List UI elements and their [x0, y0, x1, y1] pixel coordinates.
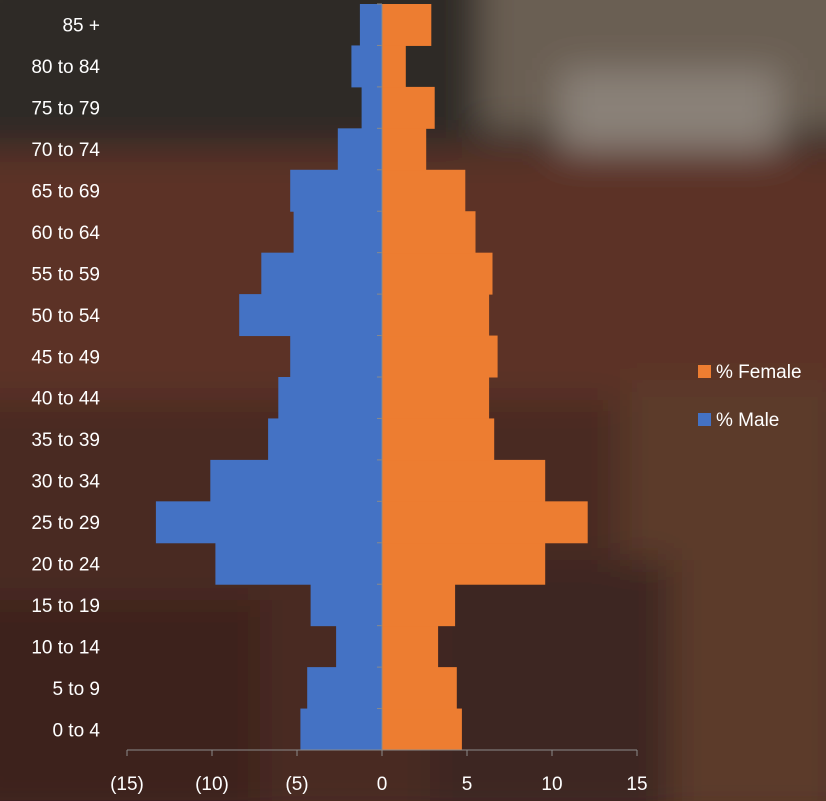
legend: % Female % Male	[698, 362, 802, 431]
category-label: 80 to 84	[31, 57, 100, 78]
x-tick-label: 5	[462, 774, 473, 795]
category-label: 20 to 24	[31, 555, 100, 576]
bar-male-20-to-24	[215, 542, 382, 585]
category-label: 45 to 49	[31, 347, 100, 368]
bar-female-30-to-34	[382, 459, 546, 502]
x-tick-label: 15	[626, 774, 647, 795]
bar-male-55-to-59	[261, 252, 382, 295]
category-label: 65 to 69	[31, 182, 100, 203]
bar-female-40-to-44	[382, 377, 490, 419]
bar-female-45-to-49	[382, 335, 498, 378]
bar-female-20-to-24	[382, 542, 546, 585]
bar-male-10-to-14	[336, 625, 382, 668]
bar-male-50-to-54	[239, 294, 382, 337]
male-bars	[155, 4, 382, 751]
category-label: 70 to 74	[31, 140, 100, 161]
x-tick-label: 10	[541, 774, 562, 795]
bar-female-55-to-59	[382, 252, 493, 295]
bar-male-75-to-79	[361, 86, 382, 129]
category-label: 30 to 34	[31, 472, 100, 493]
category-label: 5 to 9	[52, 679, 100, 700]
bar-female-15-to-19	[382, 584, 456, 627]
category-label: 75 to 79	[31, 99, 100, 120]
bar-female-0-to-4	[382, 708, 462, 751]
bar-female-70-to-74	[382, 128, 427, 171]
category-label: 0 to 4	[52, 720, 100, 741]
category-label: 25 to 29	[31, 513, 100, 534]
x-tick-labels: (15) (10) (5) 0 5 10 15	[110, 774, 647, 795]
bar-female-60-to-64	[382, 211, 476, 254]
legend-label-female: % Female	[716, 362, 802, 383]
category-label: 55 to 59	[31, 264, 100, 285]
bar-male-0-to-4	[300, 708, 382, 751]
bar-male-35-to-39	[268, 418, 382, 461]
female-bars	[382, 4, 588, 751]
bar-male-60-to-64	[293, 211, 382, 254]
bar-female-75-to-79	[382, 86, 435, 129]
x-tick-label: (15)	[110, 774, 144, 795]
legend-label-male: % Male	[716, 410, 779, 431]
legend-swatch-male	[698, 413, 711, 426]
bar-male-30-to-34	[210, 459, 382, 502]
bar-female-35-to-39	[382, 418, 495, 461]
axes	[126, 3, 638, 756]
category-label: 50 to 54	[31, 306, 100, 327]
bar-male-70-to-74	[337, 128, 382, 171]
bar-female-25-to-29	[382, 501, 588, 544]
bar-male-5-to-9	[307, 667, 382, 710]
category-label: 35 to 39	[31, 430, 100, 451]
bar-male-80-to-84	[351, 45, 382, 88]
bar-female-85-	[382, 4, 432, 46]
x-tick-label: (5)	[285, 774, 308, 795]
category-label: 10 to 14	[31, 637, 100, 658]
category-label: 40 to 44	[31, 389, 100, 410]
bar-female-10-to-14	[382, 625, 439, 668]
bar-male-15-to-19	[310, 584, 382, 627]
bar-female-80-to-84	[382, 45, 406, 88]
bar-female-65-to-69	[382, 169, 466, 212]
x-tick-label: (10)	[195, 774, 229, 795]
bar-female-50-to-54	[382, 294, 490, 337]
bar-female-5-to-9	[382, 667, 457, 710]
bar-male-85-	[359, 4, 382, 46]
x-tick-label: 0	[377, 774, 388, 795]
bar-male-65-to-69	[290, 169, 382, 212]
category-label: 60 to 64	[31, 223, 100, 244]
bar-male-25-to-29	[155, 501, 382, 544]
category-label: 85 +	[62, 16, 100, 37]
category-label: 15 to 19	[31, 596, 100, 617]
bar-male-45-to-49	[290, 335, 382, 378]
category-labels: 0 to 4 5 to 9 10 to 14 15 to 19 20 to 24 25 t…	[31, 16, 100, 742]
legend-swatch-female	[698, 365, 711, 378]
bar-male-40-to-44	[278, 377, 382, 419]
